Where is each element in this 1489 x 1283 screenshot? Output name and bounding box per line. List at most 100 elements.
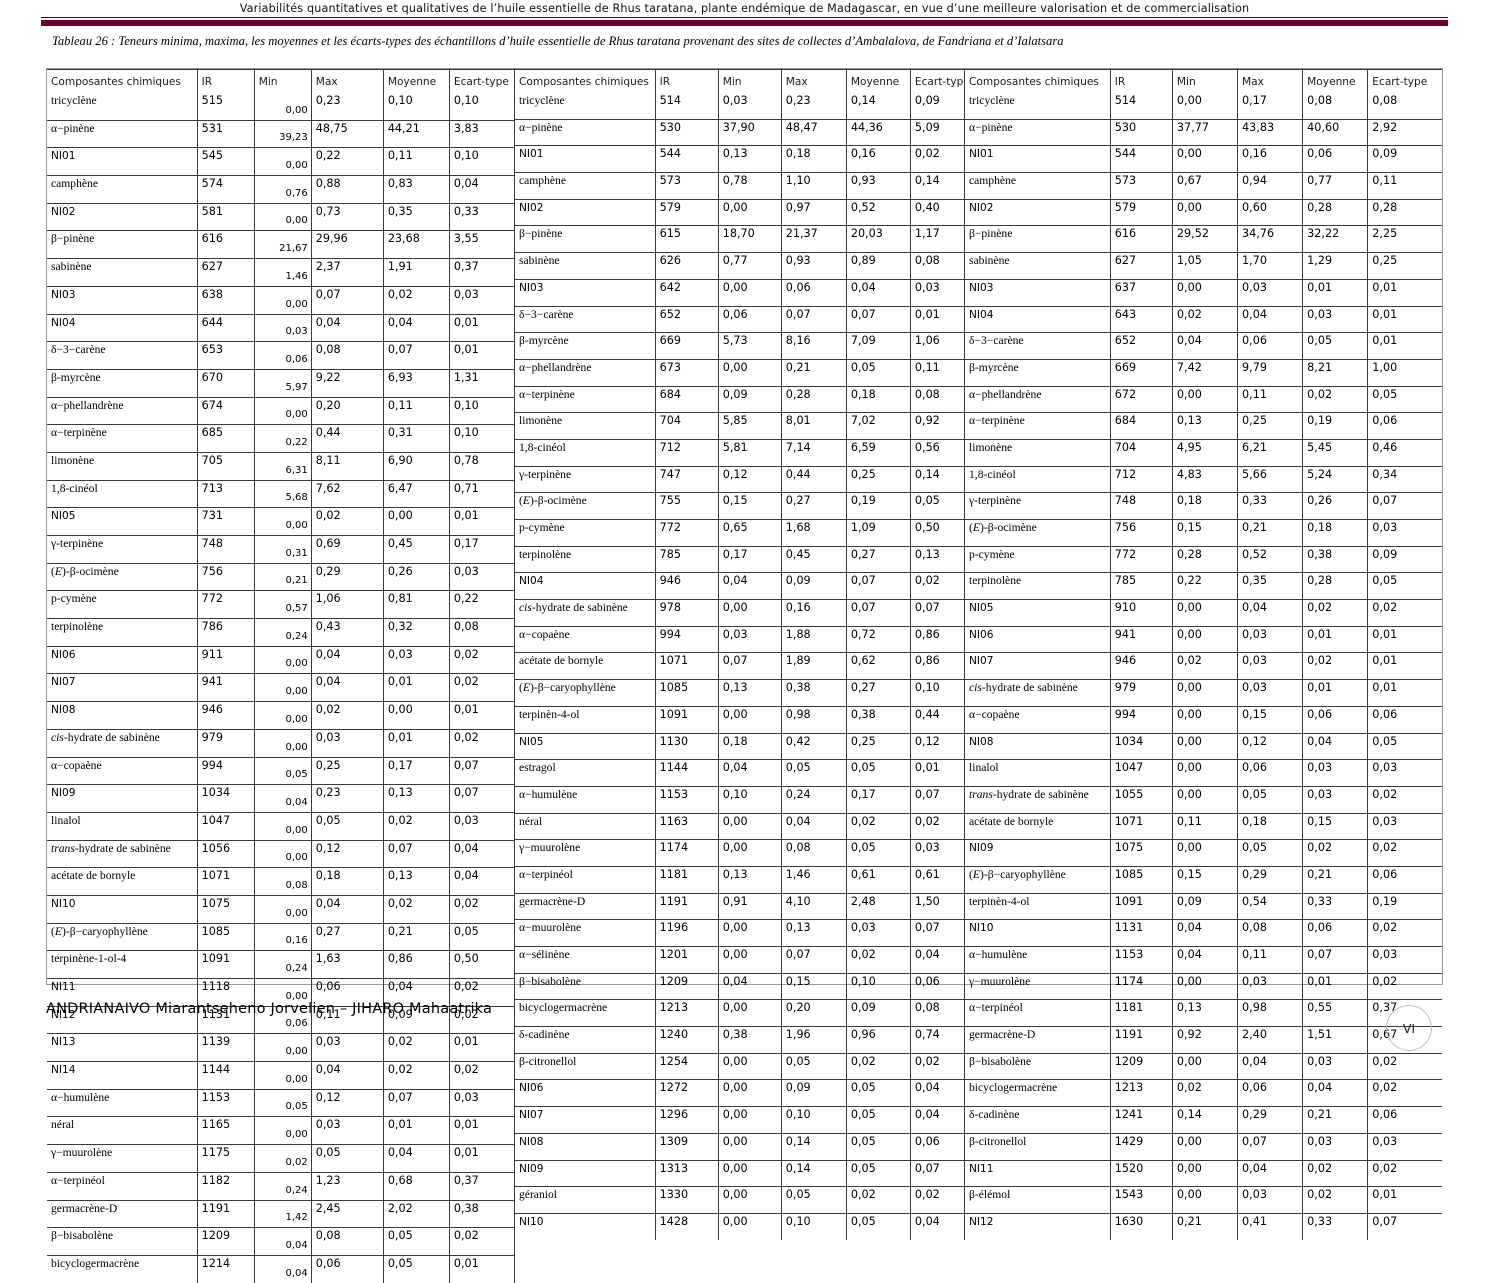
cell-ir: 1309	[655, 1133, 719, 1161]
table-row: acétate de bornyle 1071 0,07 1,89 0,62 0,86	[515, 652, 966, 681]
cell-composante: NI06	[47, 646, 198, 675]
cell-max: 0,04	[311, 314, 384, 343]
cell-ecart-type: 0,10	[449, 147, 516, 177]
cell-min: 0,05	[254, 1089, 312, 1118]
cell-moyenne: 0,06	[1302, 706, 1369, 734]
cell-composante: NI05	[47, 507, 198, 536]
cell-ir: 670	[197, 369, 255, 398]
cell-moyenne: 6,90	[383, 452, 450, 481]
cell-moyenne: 0,05	[846, 1160, 911, 1188]
cell-ir: 785	[655, 546, 719, 574]
cell-ecart-type: 0,06	[1367, 412, 1442, 440]
cell-ir: 515	[197, 93, 255, 121]
cell-ecart-type: 0,02	[910, 1186, 966, 1214]
cell-min: 0,04	[1172, 332, 1239, 360]
cell-ecart-type: 0,04	[449, 840, 516, 869]
cell-composante: bicyclogermacrène	[515, 999, 656, 1028]
cell-ecart-type: 0,10	[449, 424, 516, 453]
cell-moyenne: 0,03	[1302, 1053, 1369, 1081]
cell-max: 0,13	[781, 919, 847, 947]
cell-composante: linalol	[965, 759, 1111, 787]
cell-ir: 643	[1110, 306, 1173, 334]
cell-ir: 1047	[197, 812, 255, 841]
cell-composante: α−humulène	[515, 786, 656, 814]
cell-min: 0,00	[718, 1186, 782, 1214]
cell-ecart-type: 0,02	[449, 729, 516, 758]
cell-min: 0,15	[718, 492, 782, 520]
table-row: α−terpinéol 1181 0,13 1,46 0,61 0,61	[515, 866, 966, 894]
cell-max: 0,42	[781, 733, 847, 761]
table-row: limonène 704 4,95 6,21 5,45 0,46	[965, 439, 1442, 467]
table-row: NI06 941 0,00 0,03 0,01 0,01	[965, 626, 1442, 654]
cell-moyenne: 0,05	[846, 1213, 911, 1240]
cell-moyenne: 0,45	[383, 535, 450, 564]
cell-ir: 1213	[655, 999, 719, 1028]
cell-composante: δ−3−carène	[47, 341, 198, 370]
cell-moyenne: 0,04	[383, 978, 450, 1007]
data-table: AMBALALOVA Composantes chimiques IR Min …	[46, 68, 1443, 1283]
cell-ecart-type: 0,06	[1367, 706, 1442, 734]
cell-ir: 1163	[655, 813, 719, 841]
cell-max: 1,46	[781, 866, 847, 894]
cell-ir: 1209	[1110, 1053, 1173, 1081]
cell-max: 0,18	[311, 867, 384, 896]
cell-max: 0,08	[1237, 919, 1304, 947]
col-header-moyenne: Moyenne	[1302, 70, 1369, 93]
cell-composante: α−terpinène	[47, 424, 198, 453]
cell-moyenne: 0,02	[383, 286, 450, 315]
cell-max: 0,15	[781, 973, 847, 1001]
cell-composante: linalol	[47, 812, 198, 841]
cell-max: 0,09	[781, 572, 847, 601]
cell-ir: 772	[1110, 546, 1173, 574]
cell-max: 21,37	[781, 225, 847, 254]
cell-moyenne: 0,26	[1302, 492, 1369, 520]
cell-ecart-type: 0,06	[910, 1133, 966, 1161]
cell-composante: (E)-β−caryophyllène	[515, 679, 656, 707]
table-row: NI08 1309 0,00 0,14 0,05 0,06	[515, 1133, 966, 1161]
cell-min: 0,03	[718, 93, 782, 120]
cell-min: 0,00	[718, 1106, 782, 1134]
cell-ecart-type: 0,04	[910, 1213, 966, 1240]
cell-composante: géraniol	[515, 1186, 656, 1214]
cell-composante: NI09	[965, 839, 1111, 867]
cell-min: 0,00	[254, 1061, 312, 1090]
cell-min: 0,09	[718, 386, 782, 414]
cell-composante: limonène	[515, 412, 656, 440]
cell-min: 0,00	[1172, 1133, 1239, 1161]
cell-ecart-type: 0,38	[449, 1200, 516, 1229]
cell-min: 0,00	[1172, 386, 1239, 414]
cell-ecart-type: 0,61	[910, 866, 966, 894]
site-table-ialatsara: Composantes chimiques IR Min Max Moyenne…	[965, 70, 1442, 1240]
cell-max: 9,79	[1237, 359, 1304, 387]
site-block-ialatsara: IALATSARA Composantes chimiques IR Min M…	[965, 69, 1442, 1240]
table-row: NI07 1296 0,00 0,10 0,05 0,04	[515, 1106, 966, 1134]
cell-max: 0,06	[1237, 759, 1304, 787]
cell-composante: α−copaène	[47, 757, 198, 786]
cell-min: 0,76	[254, 175, 312, 204]
table-row: δ-cadinène 1240 0,38 1,96 0,96 0,74	[515, 1026, 966, 1054]
cell-max: 0,29	[1237, 866, 1304, 894]
cell-moyenne: 0,25	[846, 733, 911, 761]
table-row: NI02 581 0,00 0,73 0,35 0,33	[47, 203, 516, 232]
table-row: γ−muurolène 1174 0,00 0,08 0,05 0,03	[515, 839, 966, 867]
cell-max: 0,05	[311, 1144, 384, 1173]
cell-min: 0,13	[1172, 999, 1239, 1028]
cell-moyenne: 0,07	[383, 840, 450, 869]
cell-ir: 638	[197, 286, 255, 315]
table-row: NI12 1131 0,06 0,11 0,09 0,02	[47, 1006, 516, 1035]
cell-ecart-type: 0,01	[1367, 626, 1442, 654]
cell-moyenne: 0,05	[846, 839, 911, 867]
cell-composante: NI08	[965, 733, 1111, 761]
cell-max: 0,06	[781, 279, 847, 307]
cell-composante: γ−muurolène	[965, 973, 1111, 1001]
cell-composante: 1,8-cinéol	[515, 439, 656, 467]
cell-min: 0,00	[718, 813, 782, 841]
cell-moyenne: 0,09	[383, 1006, 450, 1035]
cell-max: 0,20	[781, 999, 847, 1028]
cell-ir: 1118	[197, 978, 255, 1007]
cell-moyenne: 0,13	[383, 784, 450, 813]
cell-ir: 514	[1110, 93, 1173, 120]
cell-ir: 653	[197, 341, 255, 370]
table-row: NI03 637 0,00 0,03 0,01 0,01	[965, 279, 1442, 307]
cell-min: 0,03	[254, 314, 312, 343]
